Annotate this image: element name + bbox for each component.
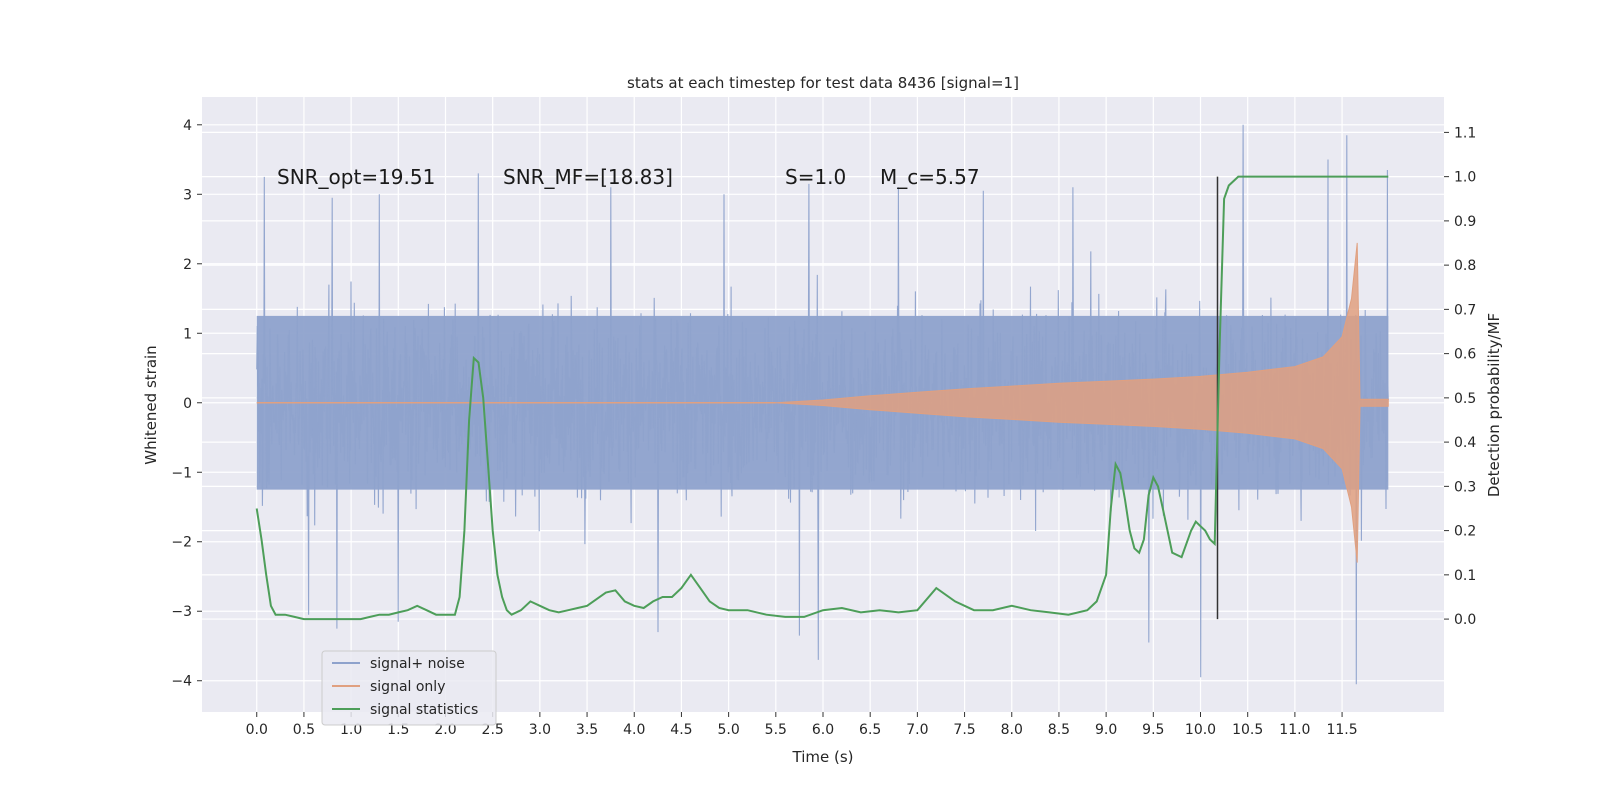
x-tick-label: 8.5 bbox=[1048, 722, 1070, 738]
y-tick-label: 2 bbox=[183, 257, 192, 273]
x-tick-label: 2.0 bbox=[434, 722, 456, 738]
x-tick-label: 11.0 bbox=[1279, 722, 1310, 738]
y2-tick-label: 0.3 bbox=[1454, 479, 1476, 495]
signal-statistics-line bbox=[255, 175, 1389, 621]
y-tick-label: 0 bbox=[183, 396, 192, 412]
y-tick-label: 1 bbox=[183, 326, 192, 342]
y2-tick-label: 0.6 bbox=[1454, 347, 1476, 363]
y-tick-label: −2 bbox=[171, 535, 192, 551]
annotation-snr-opt: SNR_opt=19.51 bbox=[277, 165, 435, 189]
x-tick-label: 4.5 bbox=[670, 722, 692, 738]
annotation-mc: M_c=5.57 bbox=[880, 165, 980, 189]
x-tick-label: 9.5 bbox=[1142, 722, 1164, 738]
x-tick-label: 0.0 bbox=[246, 722, 268, 738]
y-axis-label: Whitened strain bbox=[142, 345, 160, 464]
y2-tick-label: 0.2 bbox=[1454, 524, 1476, 540]
annotation-snr-mf: SNR_MF=[18.83] bbox=[503, 165, 673, 189]
y2-tick-label: 0.5 bbox=[1454, 391, 1476, 407]
x-tick-label: 11.5 bbox=[1326, 722, 1357, 738]
y2-tick-label: 0.4 bbox=[1454, 435, 1476, 451]
legend-label-signal-noise: signal+ noise bbox=[370, 656, 465, 672]
x-tick-label: 6.0 bbox=[812, 722, 834, 738]
y2-axis-label: Detection probability/MF bbox=[1485, 313, 1503, 497]
signal-only-envelope bbox=[775, 242, 1389, 563]
y2-tick-label: 0.1 bbox=[1454, 568, 1476, 584]
y-tick-label: −4 bbox=[171, 674, 192, 690]
y2-tick-label: 1.0 bbox=[1454, 170, 1476, 186]
x-tick-label: 0.5 bbox=[293, 722, 315, 738]
x-axis-label: Time (s) bbox=[792, 748, 854, 766]
x-tick-label: 5.5 bbox=[765, 722, 787, 738]
series-layer bbox=[255, 124, 1389, 685]
y2-tick-label: 1.1 bbox=[1454, 125, 1476, 141]
legend-label-signal-statistics: signal statistics bbox=[370, 702, 478, 718]
y-tick-label: −3 bbox=[171, 604, 192, 620]
chart-title: stats at each timestep for test data 843… bbox=[627, 74, 1019, 92]
y-tick-label: −1 bbox=[171, 465, 192, 481]
x-tick-label: 7.0 bbox=[906, 722, 928, 738]
y2-ticks: 0.0 0.1 0.2 0.3 0.4 0.5 0.6 0.7 0.8 0.9 1.0 1.1 bbox=[1444, 125, 1476, 628]
annotations: SNR_opt=19.51 SNR_MF=[18.83] S=1.0 M_c=5… bbox=[277, 165, 980, 189]
y2-tick-label: 0.0 bbox=[1454, 612, 1476, 628]
x-tick-label: 1.0 bbox=[340, 722, 362, 738]
x-tick-label: 6.5 bbox=[859, 722, 881, 738]
x-tick-label: 5.0 bbox=[717, 722, 739, 738]
y-tick-label: 3 bbox=[183, 187, 192, 203]
y2-tick-label: 0.8 bbox=[1454, 258, 1476, 274]
x-tick-label: 10.0 bbox=[1185, 722, 1216, 738]
legend-box bbox=[321, 650, 497, 726]
x-tick-label: 8.0 bbox=[1001, 722, 1023, 738]
y-ticks: −4 −3 −2 −1 0 1 2 3 4 bbox=[171, 118, 202, 690]
x-tick-label: 4.0 bbox=[623, 722, 645, 738]
y2-tick-label: 0.9 bbox=[1454, 214, 1476, 230]
y2-tick-label: 0.7 bbox=[1454, 302, 1476, 318]
x-tick-label: 1.5 bbox=[387, 722, 409, 738]
x-tick-label: 7.5 bbox=[953, 722, 975, 738]
x-tick-label: 10.5 bbox=[1232, 722, 1263, 738]
x-tick-label: 3.5 bbox=[576, 722, 598, 738]
legend: signal+ noise signal only signal statist… bbox=[321, 650, 497, 726]
signal-noise-line bbox=[256, 124, 1389, 685]
x-ticks: 0.0 0.5 1.0 1.5 2.0 2.5 3.0 3.5 4.0 4.5 5.0 5.5 6.0 6… bbox=[246, 712, 1358, 738]
x-tick-label: 3.0 bbox=[529, 722, 551, 738]
x-tick-label: 2.5 bbox=[482, 722, 504, 738]
y-tick-label: 4 bbox=[183, 118, 192, 134]
annotation-s: S=1.0 bbox=[785, 165, 846, 189]
x-tick-label: 9.0 bbox=[1095, 722, 1117, 738]
legend-label-signal-only: signal only bbox=[370, 679, 445, 695]
